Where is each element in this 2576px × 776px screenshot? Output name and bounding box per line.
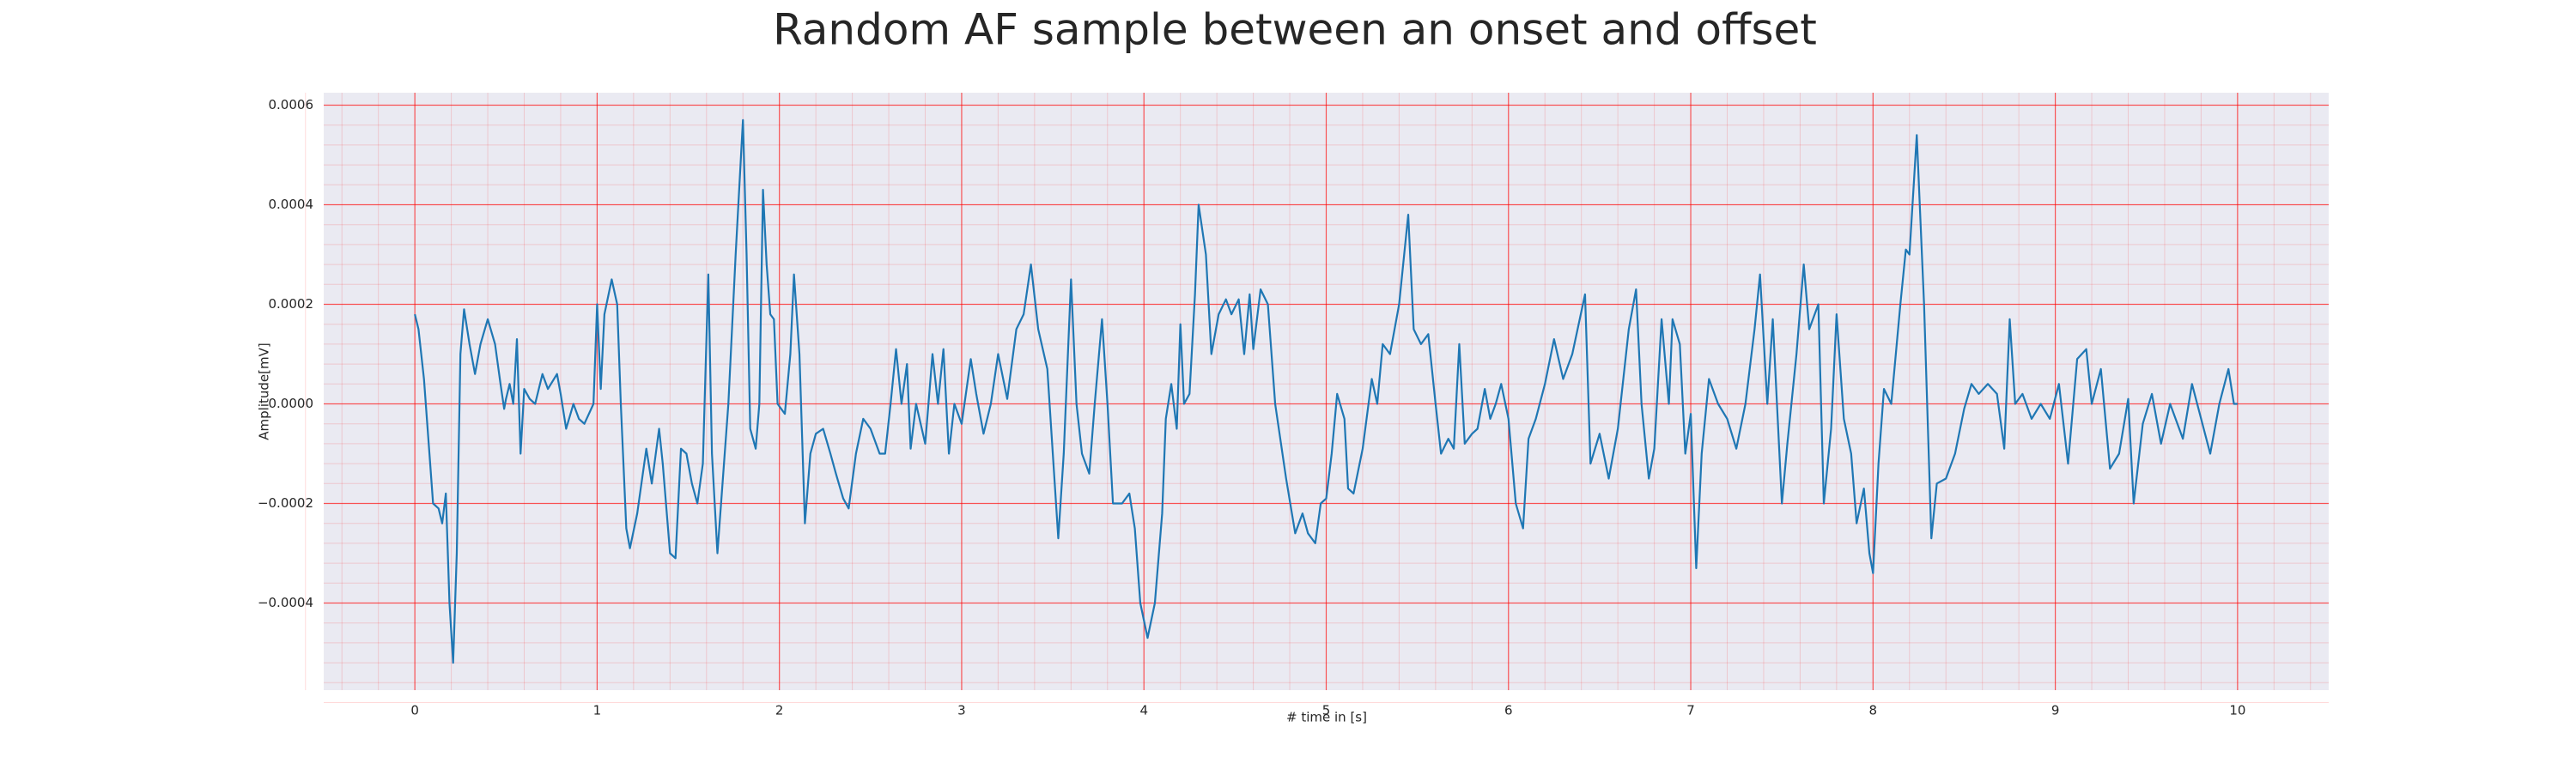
x-tick-label: 10 bbox=[2229, 703, 2245, 718]
signal-line bbox=[414, 118, 2238, 664]
x-tick-label: 7 bbox=[1686, 703, 1695, 718]
x-tick-label: 4 bbox=[1139, 703, 1148, 718]
y-tick-label: −0.0002 bbox=[258, 495, 313, 511]
y-tick-label: 0.0006 bbox=[269, 97, 314, 112]
x-tick-label: 3 bbox=[957, 703, 966, 718]
x-axis-label: # time in [s] bbox=[1286, 710, 1367, 725]
x-tick-label: 8 bbox=[1869, 703, 1878, 718]
x-tick-label: 2 bbox=[775, 703, 784, 718]
y-tick-label: 0.0004 bbox=[269, 197, 314, 212]
y-tick-label: −0.0004 bbox=[258, 595, 313, 610]
y-axis-label: Amplitude[mV] bbox=[257, 343, 272, 440]
x-tick-label: 9 bbox=[2051, 703, 2060, 718]
x-tick-label: 5 bbox=[1322, 703, 1331, 718]
chart-title: Random AF sample between an onset and of… bbox=[773, 5, 1817, 55]
x-tick-label: 1 bbox=[593, 703, 602, 718]
x-tick-label: 0 bbox=[410, 703, 419, 718]
x-tick-label: 6 bbox=[1504, 703, 1513, 718]
y-tick-label: 0.0000 bbox=[269, 396, 314, 411]
y-tick-label: 0.0002 bbox=[269, 296, 314, 312]
